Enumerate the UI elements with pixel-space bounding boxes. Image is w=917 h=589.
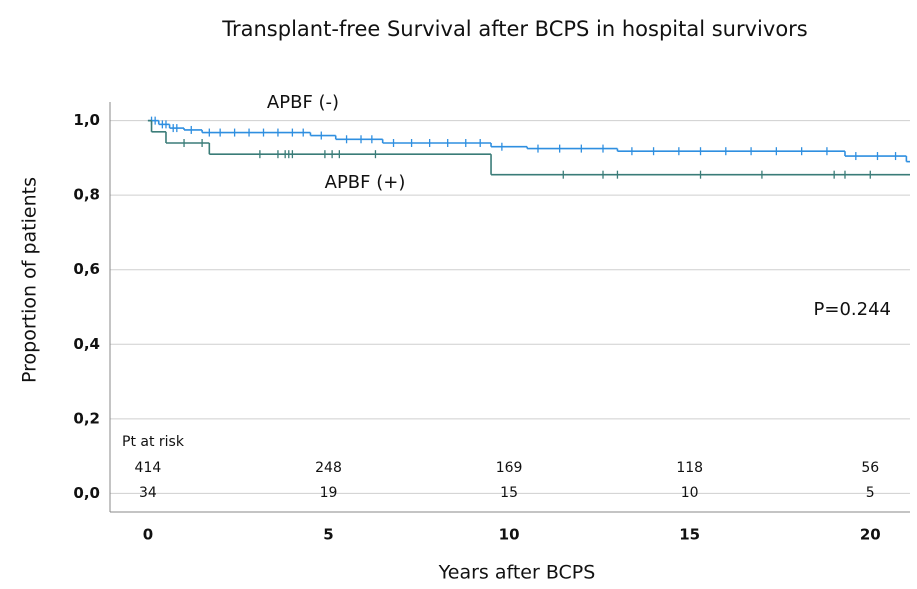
x-tick-label: 10: [499, 526, 520, 544]
x-axis-label: Years after BCPS: [438, 562, 596, 584]
x-tick-label: 5: [323, 526, 333, 544]
y-axis-label: Proportion of patients: [19, 177, 41, 383]
risk-count: 169: [496, 460, 523, 476]
y-tick-label: 0,0: [73, 484, 100, 502]
chart-title: Transplant-free Survival after BCPS in h…: [221, 17, 808, 41]
risk-table-label: Pt at risk: [122, 434, 185, 450]
risk-count: 5: [866, 485, 875, 501]
legend-label: APBF (-): [267, 92, 339, 113]
y-tick-label: 0,6: [73, 260, 100, 278]
legend-label: APBF (+): [325, 172, 406, 193]
risk-count: 56: [861, 460, 879, 476]
x-tick-label: 0: [143, 526, 153, 544]
x-tick-label: 20: [860, 526, 881, 544]
y-tick-label: 1,0: [73, 111, 100, 129]
y-tick-label: 0,8: [73, 186, 100, 204]
risk-count: 34: [139, 485, 157, 501]
p-value: P=0.244: [814, 299, 891, 320]
x-tick-label: 15: [679, 526, 700, 544]
risk-count: 10: [681, 485, 699, 501]
risk-count: 248: [315, 460, 342, 476]
risk-count: 19: [320, 485, 338, 501]
risk-count: 414: [135, 460, 162, 476]
risk-count: 118: [676, 460, 703, 476]
y-tick-label: 0,2: [73, 409, 100, 427]
risk-count: 15: [500, 485, 518, 501]
y-tick-label: 0,4: [73, 335, 100, 353]
